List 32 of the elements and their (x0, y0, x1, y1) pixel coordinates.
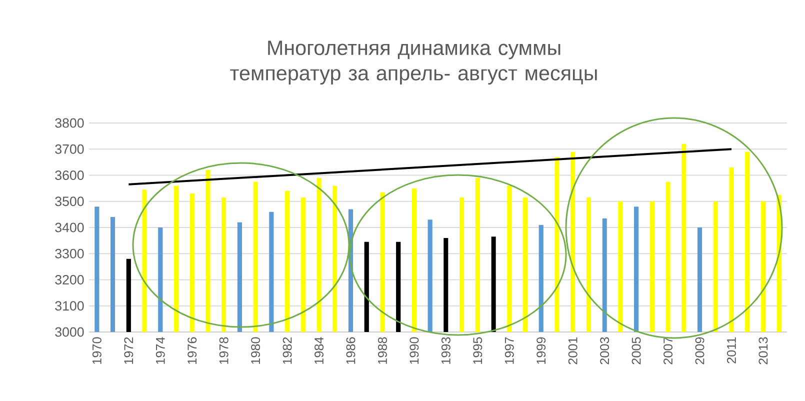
x-tick-label: 1970 (92, 337, 102, 364)
chart-title: Многолетняя динамика суммы температур за апрель- август месяцы (230, 40, 597, 85)
x-tick-label: 1999 (536, 337, 546, 364)
x-tick-label: 1986 (346, 337, 356, 364)
x-tick-label: 1990 (410, 337, 419, 364)
x-tick-label: 1997 (504, 337, 514, 364)
x-tick-label: 1972 (124, 337, 134, 364)
x-tick-label: 2011 (726, 337, 736, 364)
x-tick-label: 2007 (664, 337, 673, 364)
x-tick-label: 2009 (695, 337, 704, 364)
y-tick-label: 3200 (55, 275, 84, 284)
x-tick-label: 2013 (758, 337, 768, 364)
y-tick-label: 3600 (55, 170, 84, 180)
x-tick-label: 2001 (568, 337, 578, 364)
x-tick-label: 2003 (600, 337, 610, 364)
x-tick-label: 1993 (441, 337, 450, 364)
y-tick-label: 3300 (55, 248, 84, 258)
y-tick-label: 3100 (55, 301, 84, 311)
x-tick-label: 1978 (219, 337, 228, 364)
x-tick-label: 1988 (378, 337, 387, 364)
x-tick-label: 1976 (188, 337, 197, 364)
y-tick-label: 3700 (55, 144, 84, 154)
y-tick-label: 3400 (55, 222, 84, 232)
y-tick-label: 3000 (55, 327, 84, 337)
y-tick-label: 3800 (55, 118, 84, 128)
x-tick-label: 1995 (473, 337, 482, 364)
y-tick-label: 3500 (55, 196, 84, 206)
x-tick-label: 1974 (156, 337, 165, 364)
x-tick-label: 1980 (251, 337, 260, 364)
x-tick-label: 1982 (282, 337, 292, 364)
x-tick-label: 1984 (314, 337, 324, 364)
x-tick-label: 2005 (632, 337, 641, 364)
